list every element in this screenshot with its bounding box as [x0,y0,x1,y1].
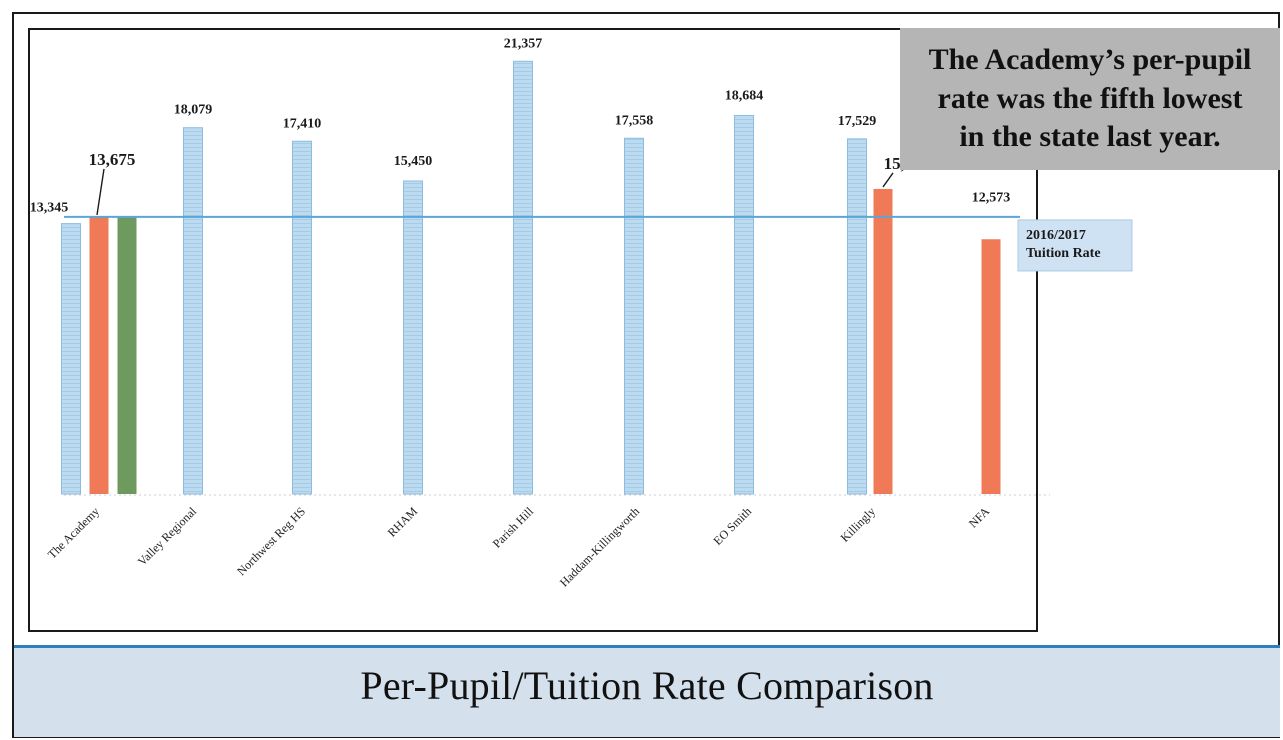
value-label-haddam-killingworth-blue: 17,558 [615,113,654,128]
category-label-eo-smith: EO Smith [711,504,755,548]
leader-line-the-academy [96,168,105,216]
footer-title: Per-Pupil/Tuition Rate Comparison [360,663,934,708]
bar-the-academy-green [117,216,137,494]
callout-box: The Academy’s per-pupil rate was the fif… [900,28,1280,170]
footer-band [14,645,1280,737]
value-label-killingly-blue: 17,529 [838,114,877,129]
category-label-parish-hill: Parish Hill [490,504,537,551]
leader-line-killingly [882,172,894,188]
callout-line-3: in the state last year. [959,120,1221,154]
reference-label-line-1: 2016/2017 [1026,228,1086,243]
value-label-northwest-reg-hs-blue: 17,410 [283,116,322,131]
value-label-parish-hill-blue: 21,357 [504,36,543,51]
outer-frame [12,12,1280,738]
category-label-the-academy: The Academy [45,504,102,561]
bar-the-academy-blue [61,223,81,495]
bar-killingly-blue [847,138,867,495]
bar-eo-smith-blue [734,114,754,495]
value-label-the-academy-blue: 13,345 [30,201,69,216]
category-label-nfa: NFA [966,504,992,530]
value-label-the-academy-orange: 13,675 [89,150,136,169]
bar-rham-blue [403,180,423,495]
bar-the-academy-orange [89,216,109,494]
category-label-haddam-killingworth: Haddam-Killingworth [557,504,642,589]
category-label-northwest-reg-hs: Northwest Reg HS [234,504,308,578]
bar-northwest-reg-hs-blue [292,140,312,495]
reference-label-line-2: Tuition Rate [1026,246,1101,261]
reference-label-box [1017,219,1133,272]
callout-line-2: rate was the fifth lowest [937,81,1243,115]
category-label-rham: RHAM [385,504,421,540]
bar-haddam-killingworth-blue [624,137,644,495]
value-label-nfa-orange: 12,573 [972,190,1011,205]
callout-line-1: The Academy’s per-pupil [928,43,1252,77]
value-label-rham-blue: 15,450 [394,154,433,169]
bar-killingly-orange [873,188,893,495]
bar-parish-hill-blue [513,60,533,495]
bar-nfa-orange [981,239,1001,494]
category-label-valley-regional: Valley Regional [135,504,200,569]
category-label-killingly: Killingly [838,504,879,545]
value-label-valley-regional-blue: 18,079 [174,103,213,118]
bar-valley-regional-blue [183,127,203,495]
value-label-eo-smith-blue: 18,684 [725,88,764,103]
